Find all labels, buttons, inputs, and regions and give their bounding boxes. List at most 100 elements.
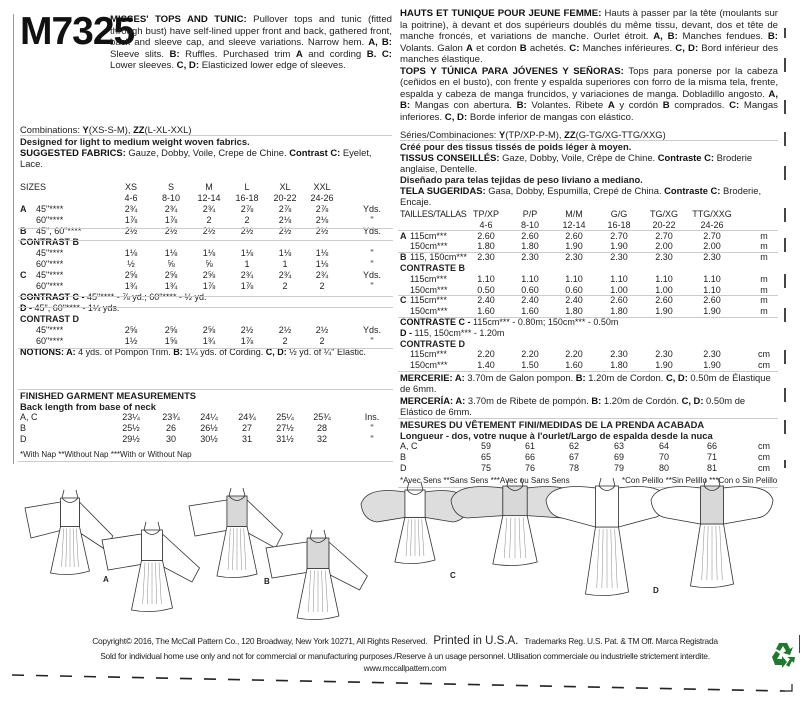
- table-cell: 2.60: [703, 295, 721, 306]
- text-segment: CONTRASTE C -: [400, 317, 473, 327]
- sold-notice: Sold for individual home use only and no…: [100, 651, 710, 661]
- table-cell: 29½: [122, 434, 140, 444]
- fabric-width: 115cm***: [410, 295, 447, 306]
- divider: [398, 294, 778, 296]
- text-segment: Lower sleeves.: [110, 60, 177, 71]
- unit: ": [370, 281, 374, 291]
- table-cell: 1.90: [610, 241, 628, 252]
- divider: [18, 348, 393, 349]
- table-cell: 2¾: [164, 204, 178, 214]
- table-cell: 2¾: [124, 204, 138, 214]
- table-cell: 30½: [200, 434, 218, 444]
- unit: cm: [758, 463, 770, 473]
- fabric-width: 45"****: [36, 270, 64, 280]
- table-cell: 27: [241, 423, 252, 433]
- text-segment: Gasa, Dobby, Espumilla, Crepé de China.: [485, 185, 665, 196]
- divider: [398, 230, 778, 232]
- row-label: CONTRAST B: [20, 237, 79, 247]
- text-segment: C, D:: [681, 395, 704, 406]
- table-cell: 1.80: [565, 306, 583, 317]
- view-b-front: [188, 487, 284, 578]
- text-segment: ZZ: [133, 124, 145, 135]
- row-label: A: [400, 230, 407, 241]
- table-cell: 1.00: [655, 284, 673, 295]
- row-label: D: [20, 434, 27, 444]
- text-segment: Volants. Galon: [400, 42, 467, 54]
- right-suggested-fr: TISSUS CONSEILLÉS: Gaze, Dobby, Voile, C…: [400, 152, 778, 174]
- table-cell: 2½: [315, 226, 329, 236]
- table-cell: 2.60: [655, 295, 673, 306]
- left-margin-bar: [13, 14, 14, 464]
- table-cell: XL: [279, 182, 291, 192]
- table-cell: 2¾: [278, 270, 292, 280]
- table-cell: 2¾: [240, 270, 254, 280]
- table-cell: 2.30: [655, 349, 673, 360]
- text-segment: Combinations:: [20, 124, 83, 135]
- unit: m: [760, 252, 768, 263]
- fabric-width: 115cm***: [410, 230, 447, 241]
- fabric-width: 150cm***: [410, 306, 448, 317]
- table-cell: 2⅝: [164, 325, 178, 335]
- text-segment: 45", 60"**** - 1¼ yds.: [34, 303, 120, 313]
- unit: Yds.: [362, 325, 381, 335]
- table-cell: 2.30: [655, 252, 673, 263]
- text-segment: C, D:: [665, 372, 688, 383]
- text-segment: B:: [767, 31, 778, 42]
- view-d-back: [650, 477, 774, 588]
- unit: cm: [758, 441, 770, 451]
- text-segment: C:: [729, 100, 740, 111]
- table-cell: TG/XG: [649, 209, 678, 219]
- table-cell: 2.20: [477, 349, 495, 360]
- text-segment: NOTIONS: A:: [20, 347, 76, 357]
- table-cell: 1⅛: [278, 248, 292, 258]
- unit: m: [760, 273, 768, 284]
- right-designed-fr: Créé pour des tissus tissés de poids lég…: [400, 141, 632, 152]
- table-cell: 1.80: [610, 306, 628, 317]
- divider: [18, 389, 393, 390]
- table-cell: 1½: [124, 336, 138, 346]
- table-cell: 2⅝: [124, 270, 138, 280]
- table-cell: 25¾: [313, 412, 331, 422]
- unit: Ins.: [364, 412, 380, 422]
- measurements-title: FINISHED GARMENT MEASUREMENTS: [20, 390, 197, 401]
- row-label: C: [400, 295, 407, 306]
- table-cell: 8-10: [161, 193, 180, 203]
- table-cell: 16-18: [235, 193, 259, 203]
- divider: [18, 240, 393, 241]
- unit: cm: [758, 349, 770, 360]
- table-cell: 2.60: [565, 230, 583, 241]
- table-cell: 76: [524, 463, 535, 473]
- cut-line: [11, 674, 793, 692]
- table-cell: 1.80: [477, 241, 495, 252]
- fabric-width: 115cm***: [410, 349, 447, 360]
- left-combinations: Combinations: Y(XS-S-M), ZZ(L-XL-XXL): [20, 124, 392, 136]
- table-cell: 2½: [278, 226, 292, 236]
- table-cell: XXL: [313, 182, 331, 192]
- table-cell: 75: [480, 463, 491, 473]
- table-cell: 2½: [315, 325, 329, 335]
- text-segment: MERCERÍA: A:: [400, 395, 466, 406]
- description-en: MISSES' TOPS AND TUNIC: Pullover tops an…: [110, 14, 392, 72]
- divider: [18, 228, 393, 229]
- text-segment: achetés.: [526, 42, 570, 54]
- view-d-front: [545, 477, 669, 596]
- table-cell: 2: [319, 336, 325, 346]
- divider: [18, 307, 393, 308]
- table-cell: P/P: [522, 209, 538, 219]
- table-cell: 1.10: [521, 273, 539, 284]
- table-cell: 2½: [202, 226, 216, 236]
- text-segment: ½ yd. of ¼" Elastic.: [286, 347, 366, 357]
- unit: ": [370, 434, 374, 444]
- text-segment: Manches inférieures.: [579, 42, 676, 54]
- table-cell: 2.00: [655, 241, 673, 252]
- text-segment: B: [519, 42, 527, 54]
- printed-in: Printed in U.S.A.: [433, 635, 519, 647]
- table-cell: 2.00: [703, 241, 721, 252]
- table-cell: 12-14: [197, 193, 221, 203]
- table-cell: 32: [316, 434, 327, 444]
- table-cell: 1¾: [202, 336, 216, 346]
- nap-footnote: *With Nap **Without Nap ***With or Witho…: [20, 450, 192, 459]
- table-cell: L: [244, 182, 250, 192]
- view-label: B: [264, 577, 270, 586]
- table-cell: 0.60: [565, 284, 583, 295]
